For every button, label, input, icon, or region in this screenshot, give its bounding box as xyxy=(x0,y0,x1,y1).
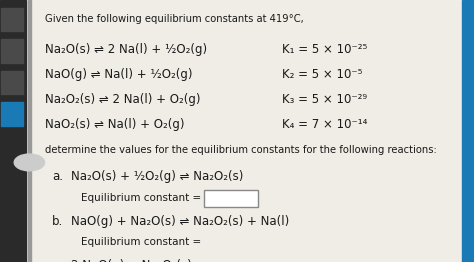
Text: NaO₂(s) ⇌ Na(l) + O₂(g): NaO₂(s) ⇌ Na(l) + O₂(g) xyxy=(45,118,184,131)
Text: 2 NaO(g) ⇌ Na₂O₂(s): 2 NaO(g) ⇌ Na₂O₂(s) xyxy=(71,259,192,262)
Text: a.: a. xyxy=(52,170,63,183)
Text: determine the values for the equilibrium constants for the following reactions:: determine the values for the equilibrium… xyxy=(45,145,437,155)
Text: <: < xyxy=(25,157,34,167)
Text: NaO(g) + Na₂O(s) ⇌ Na₂O₂(s) + Na(l): NaO(g) + Na₂O(s) ⇌ Na₂O₂(s) + Na(l) xyxy=(71,215,289,228)
Text: K₁ = 5 × 10⁻²⁵: K₁ = 5 × 10⁻²⁵ xyxy=(282,43,367,56)
Text: b.: b. xyxy=(52,215,64,228)
Text: Na₂O(s) ⇌ 2 Na(l) + ½O₂(g): Na₂O(s) ⇌ 2 Na(l) + ½O₂(g) xyxy=(45,43,207,56)
Text: K₃ = 5 × 10⁻²⁹: K₃ = 5 × 10⁻²⁹ xyxy=(282,93,367,106)
Text: Na₂O(s) + ½O₂(g) ⇌ Na₂O₂(s): Na₂O(s) + ½O₂(g) ⇌ Na₂O₂(s) xyxy=(71,170,244,183)
Text: NaO(g) ⇌ Na(l) + ½O₂(g): NaO(g) ⇌ Na(l) + ½O₂(g) xyxy=(45,68,192,81)
Text: K₄ = 7 × 10⁻¹⁴: K₄ = 7 × 10⁻¹⁴ xyxy=(282,118,367,131)
Text: c.: c. xyxy=(52,259,62,262)
Text: K₂ = 5 × 10⁻⁵: K₂ = 5 × 10⁻⁵ xyxy=(282,68,363,81)
Text: Given the following equilibrium constants at 419°C,: Given the following equilibrium constant… xyxy=(45,14,304,24)
Text: Equilibrium constant =: Equilibrium constant = xyxy=(81,193,201,203)
Text: Equilibrium constant =: Equilibrium constant = xyxy=(81,237,201,247)
Text: Na₂O₂(s) ⇌ 2 Na(l) + O₂(g): Na₂O₂(s) ⇌ 2 Na(l) + O₂(g) xyxy=(45,93,201,106)
